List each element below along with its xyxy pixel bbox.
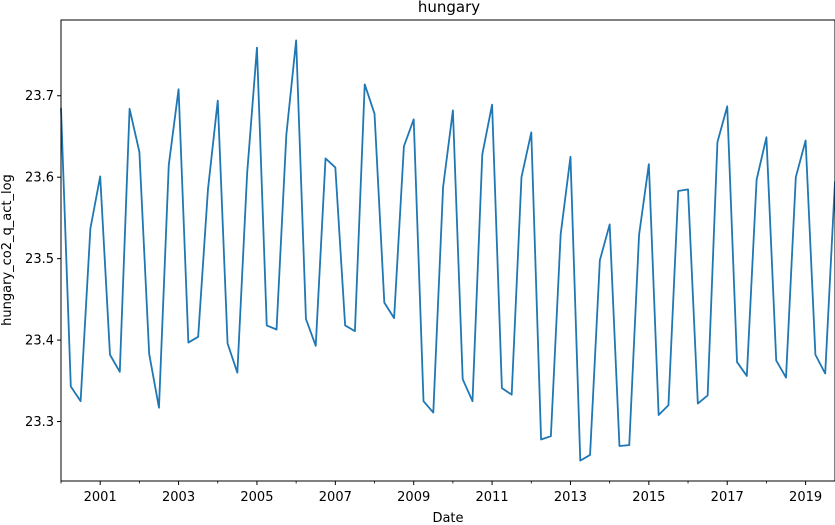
x-tick-label: 2005 (240, 490, 273, 505)
x-axis-label: Date (432, 511, 463, 525)
y-tick-label: 23.7 (25, 89, 54, 104)
series-line-0 (60, 39, 835, 462)
x-tick-label: 2019 (789, 490, 822, 505)
x-tick-label: 2001 (84, 490, 117, 505)
x-tick-label: 2003 (162, 490, 195, 505)
x-tick-label: 2011 (476, 490, 509, 505)
y-axis: 23.3 23.4 23.5 23.6 23.7 (25, 89, 61, 430)
chart-title: hungary (418, 0, 480, 16)
plot-area (60, 19, 835, 482)
x-axis: 2001 2003 2005 2007 2009 2011 2013 2015 2017 2019 (60, 481, 822, 505)
x-tick-label: 2017 (711, 490, 744, 505)
y-tick-label: 23.6 (25, 171, 54, 186)
y-tick-label: 23.5 (25, 252, 54, 267)
x-tick-label: 2015 (632, 490, 665, 505)
y-tick-label: 23.4 (25, 334, 54, 349)
y-tick-label: 23.3 (25, 415, 54, 430)
x-tick-label: 2013 (554, 490, 587, 505)
x-tick-label: 2009 (397, 490, 430, 505)
plot-frame (60, 19, 835, 482)
y-axis-label: hungary_co2_q_act_log (0, 174, 15, 326)
x-tick-label: 2007 (319, 490, 352, 505)
